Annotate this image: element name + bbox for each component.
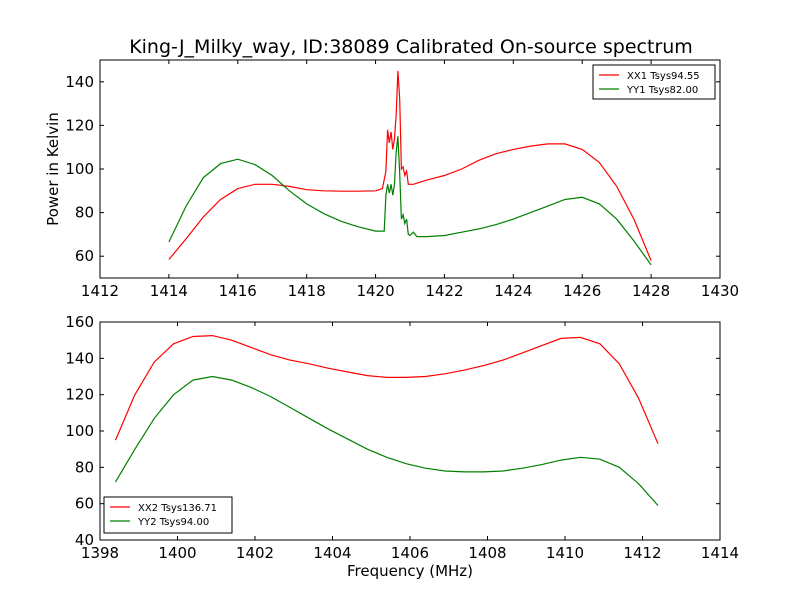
legend: XX1 Tsys94.55 YY1 Tsys82.00 xyxy=(592,64,716,100)
series-line-1 xyxy=(168,70,652,261)
y-tick-label: 100 xyxy=(65,422,94,440)
series-line-1 xyxy=(114,334,659,444)
x-tick-label: 1424 xyxy=(494,282,532,300)
y-tick-label: 80 xyxy=(75,458,94,476)
legend-label: YY2 Tsys94.00 xyxy=(137,517,209,528)
series-line-2 xyxy=(168,136,652,266)
x-tick-label: 1430 xyxy=(701,282,739,300)
legend-box xyxy=(592,64,716,100)
x-tick-label: 1422 xyxy=(425,282,463,300)
y-tick-label: 140 xyxy=(65,349,94,367)
legend-label: XX2 Tsys136.71 xyxy=(138,503,217,514)
x-tick-label: 1426 xyxy=(563,282,601,300)
top-subplot: 1412 1414 1416 1418 1420 1422 1424 1426 1428 1430… xyxy=(44,59,739,300)
x-tick-label: 1428 xyxy=(632,282,670,300)
y-tick-label: 160 xyxy=(65,313,94,331)
x-tick-label: 1400 xyxy=(158,544,196,562)
bottom-subplot: 1398 1400 1402 1404 1406 1408 1410 1412 1414 40 60… xyxy=(65,313,739,580)
y-tick-label: 100 xyxy=(65,160,94,178)
x-tick-label: 1412 xyxy=(623,544,661,562)
y-tick-label: 40 xyxy=(75,531,94,549)
x-tick-label: 1412 xyxy=(81,282,119,300)
x-tick-label: 1418 xyxy=(288,282,326,300)
x-tick-label: 1408 xyxy=(468,544,506,562)
x-tick-label: 1420 xyxy=(356,282,394,300)
x-tick-label: 1416 xyxy=(219,282,257,300)
y-axis-label: Power in Kelvin xyxy=(44,112,62,226)
x-tick-label: 1410 xyxy=(546,544,584,562)
y-tick-label: 60 xyxy=(75,247,94,265)
x-tick-label: 1404 xyxy=(313,544,351,562)
y-tick-label: 140 xyxy=(65,73,94,91)
legend: XX2 Tsys136.71 YY2 Tsys94.00 xyxy=(103,496,233,534)
figure-title: King-J_Milky_way, ID:38089 Calibrated On… xyxy=(129,36,693,58)
x-tick-label: 1414 xyxy=(150,282,188,300)
x-tick-label: 1402 xyxy=(236,544,274,562)
y-tick-label: 120 xyxy=(65,116,94,134)
legend-label: XX1 Tsys94.55 xyxy=(627,71,700,82)
x-tick-label: 1406 xyxy=(391,544,429,562)
y-tick-label: 120 xyxy=(65,386,94,404)
legend-box xyxy=(103,496,233,534)
x-axis-label: Frequency (MHz) xyxy=(347,562,473,580)
y-tick-label: 60 xyxy=(75,495,94,513)
x-tick-label: 1414 xyxy=(701,544,739,562)
y-tick-label: 80 xyxy=(75,204,94,222)
x-tick-label: 1398 xyxy=(81,544,119,562)
series-line-2 xyxy=(114,375,659,506)
legend-label: YY1 Tsys82.00 xyxy=(626,85,698,96)
